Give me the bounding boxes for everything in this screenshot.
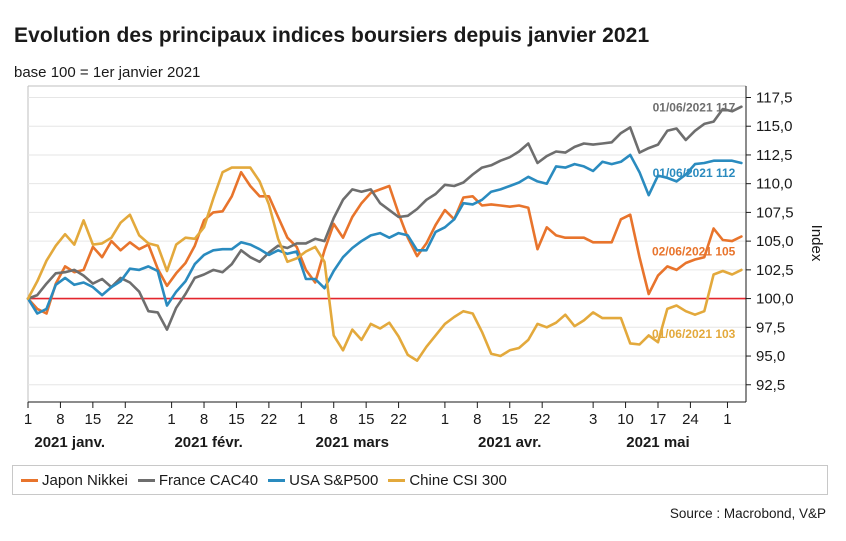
y-tick-label: 105,0 bbox=[756, 233, 794, 250]
month-label: 2021 mai bbox=[626, 434, 689, 451]
x-tick-label: 1 bbox=[723, 411, 731, 428]
x-tick-label: 10 bbox=[617, 411, 634, 428]
x-tick-label: 15 bbox=[358, 411, 375, 428]
x-tick-label: 8 bbox=[56, 411, 64, 428]
y-grid bbox=[28, 96, 746, 386]
legend-swatch bbox=[137, 478, 155, 482]
x-tick-label: 22 bbox=[117, 411, 134, 428]
x-tick-label: 1 bbox=[24, 411, 32, 428]
month-label: 2021 mars bbox=[316, 434, 389, 451]
x-tick-label: 22 bbox=[261, 411, 278, 428]
legend-swatch bbox=[388, 478, 406, 482]
series-line-france-cac40 bbox=[26, 105, 743, 331]
x-tick-label: 1 bbox=[441, 411, 449, 428]
y-tick-label: 107,5 bbox=[756, 204, 794, 221]
y-tick-label: 102,5 bbox=[756, 262, 794, 279]
month-label: 2021 janv. bbox=[34, 434, 105, 451]
y-axis-label: Index bbox=[808, 225, 825, 262]
x-tick-label: 15 bbox=[228, 411, 245, 428]
end-label-usa-s-p500: 01/06/2021 112 bbox=[653, 166, 736, 180]
x-tick-label: 3 bbox=[589, 411, 597, 428]
legend-label: Japon Nikkei bbox=[42, 471, 128, 489]
x-tick-label: 22 bbox=[390, 411, 407, 428]
x-tick-label: 8 bbox=[200, 411, 208, 428]
legend-label: Chine CSI 300 bbox=[409, 471, 507, 489]
y-tick-label: 100,0 bbox=[756, 291, 794, 308]
x-tick-label: 24 bbox=[682, 411, 699, 428]
chart-title: Evolution des principaux indices boursie… bbox=[14, 24, 650, 47]
chart-subtitle: base 100 = 1er janvier 2021 bbox=[14, 64, 201, 81]
y-tick-label: 117,5 bbox=[756, 89, 792, 106]
x-tick-label: 15 bbox=[85, 411, 102, 428]
x-tick-label: 1 bbox=[297, 411, 305, 428]
series-line-japon-nikkei bbox=[26, 170, 743, 315]
legend: Japon Nikkei France CAC40 USA S&P500 Chine … bbox=[12, 465, 828, 495]
end-labels: 02/06/2021 105 01/06/2021 117 01/06/2021 1… bbox=[652, 100, 736, 341]
legend-item-japon-nikkei: Japon Nikkei bbox=[21, 472, 128, 489]
x-tick-label: 1 bbox=[167, 411, 175, 428]
legend-swatch bbox=[21, 478, 38, 482]
month-label: 2021 avr. bbox=[478, 434, 541, 451]
series-line-chine-csi-300 bbox=[26, 166, 743, 362]
series-line-usa-s-p500 bbox=[26, 153, 743, 315]
x-tick-label: 15 bbox=[501, 411, 518, 428]
y-axis: 92,5 95,0 97,5 100,0 102,5 105,0 107,5 110,0 112… bbox=[745, 86, 794, 402]
legend-item-usa-s-p500: USA S&P500 bbox=[268, 472, 378, 489]
source-note: Source : Macrobond, V&P bbox=[669, 506, 826, 521]
legend-item-chine-csi-300: Chine CSI 300 bbox=[388, 472, 507, 489]
end-label-japon-nikkei: 02/06/2021 105 bbox=[652, 244, 736, 258]
x-tick-label: 8 bbox=[473, 411, 481, 428]
x-tick-label: 17 bbox=[650, 411, 667, 428]
end-label-chine-csi-300: 01/06/2021 103 bbox=[652, 327, 736, 341]
x-tick-label: 22 bbox=[534, 411, 551, 428]
y-tick-label: 92,5 bbox=[756, 377, 785, 394]
plot-frame bbox=[27, 85, 746, 402]
end-label-france-cac40: 01/06/2021 117 bbox=[653, 100, 736, 114]
legend-item-france-cac40: France CAC40 bbox=[137, 471, 259, 489]
legend-label: France CAC40 bbox=[158, 471, 259, 489]
y-tick-label: 112,5 bbox=[756, 147, 792, 164]
y-tick-label: 97,5 bbox=[756, 319, 785, 336]
x-tick-label: 8 bbox=[330, 411, 338, 428]
y-tick-label: 115,0 bbox=[756, 118, 792, 135]
month-label: 2021 févr. bbox=[174, 434, 242, 451]
y-tick-label: 110,0 bbox=[756, 176, 792, 193]
y-tick-label: 95,0 bbox=[756, 348, 785, 365]
legend-label: USA S&P500 bbox=[289, 471, 379, 489]
legend-swatch bbox=[268, 478, 286, 482]
series-lines bbox=[26, 105, 743, 362]
